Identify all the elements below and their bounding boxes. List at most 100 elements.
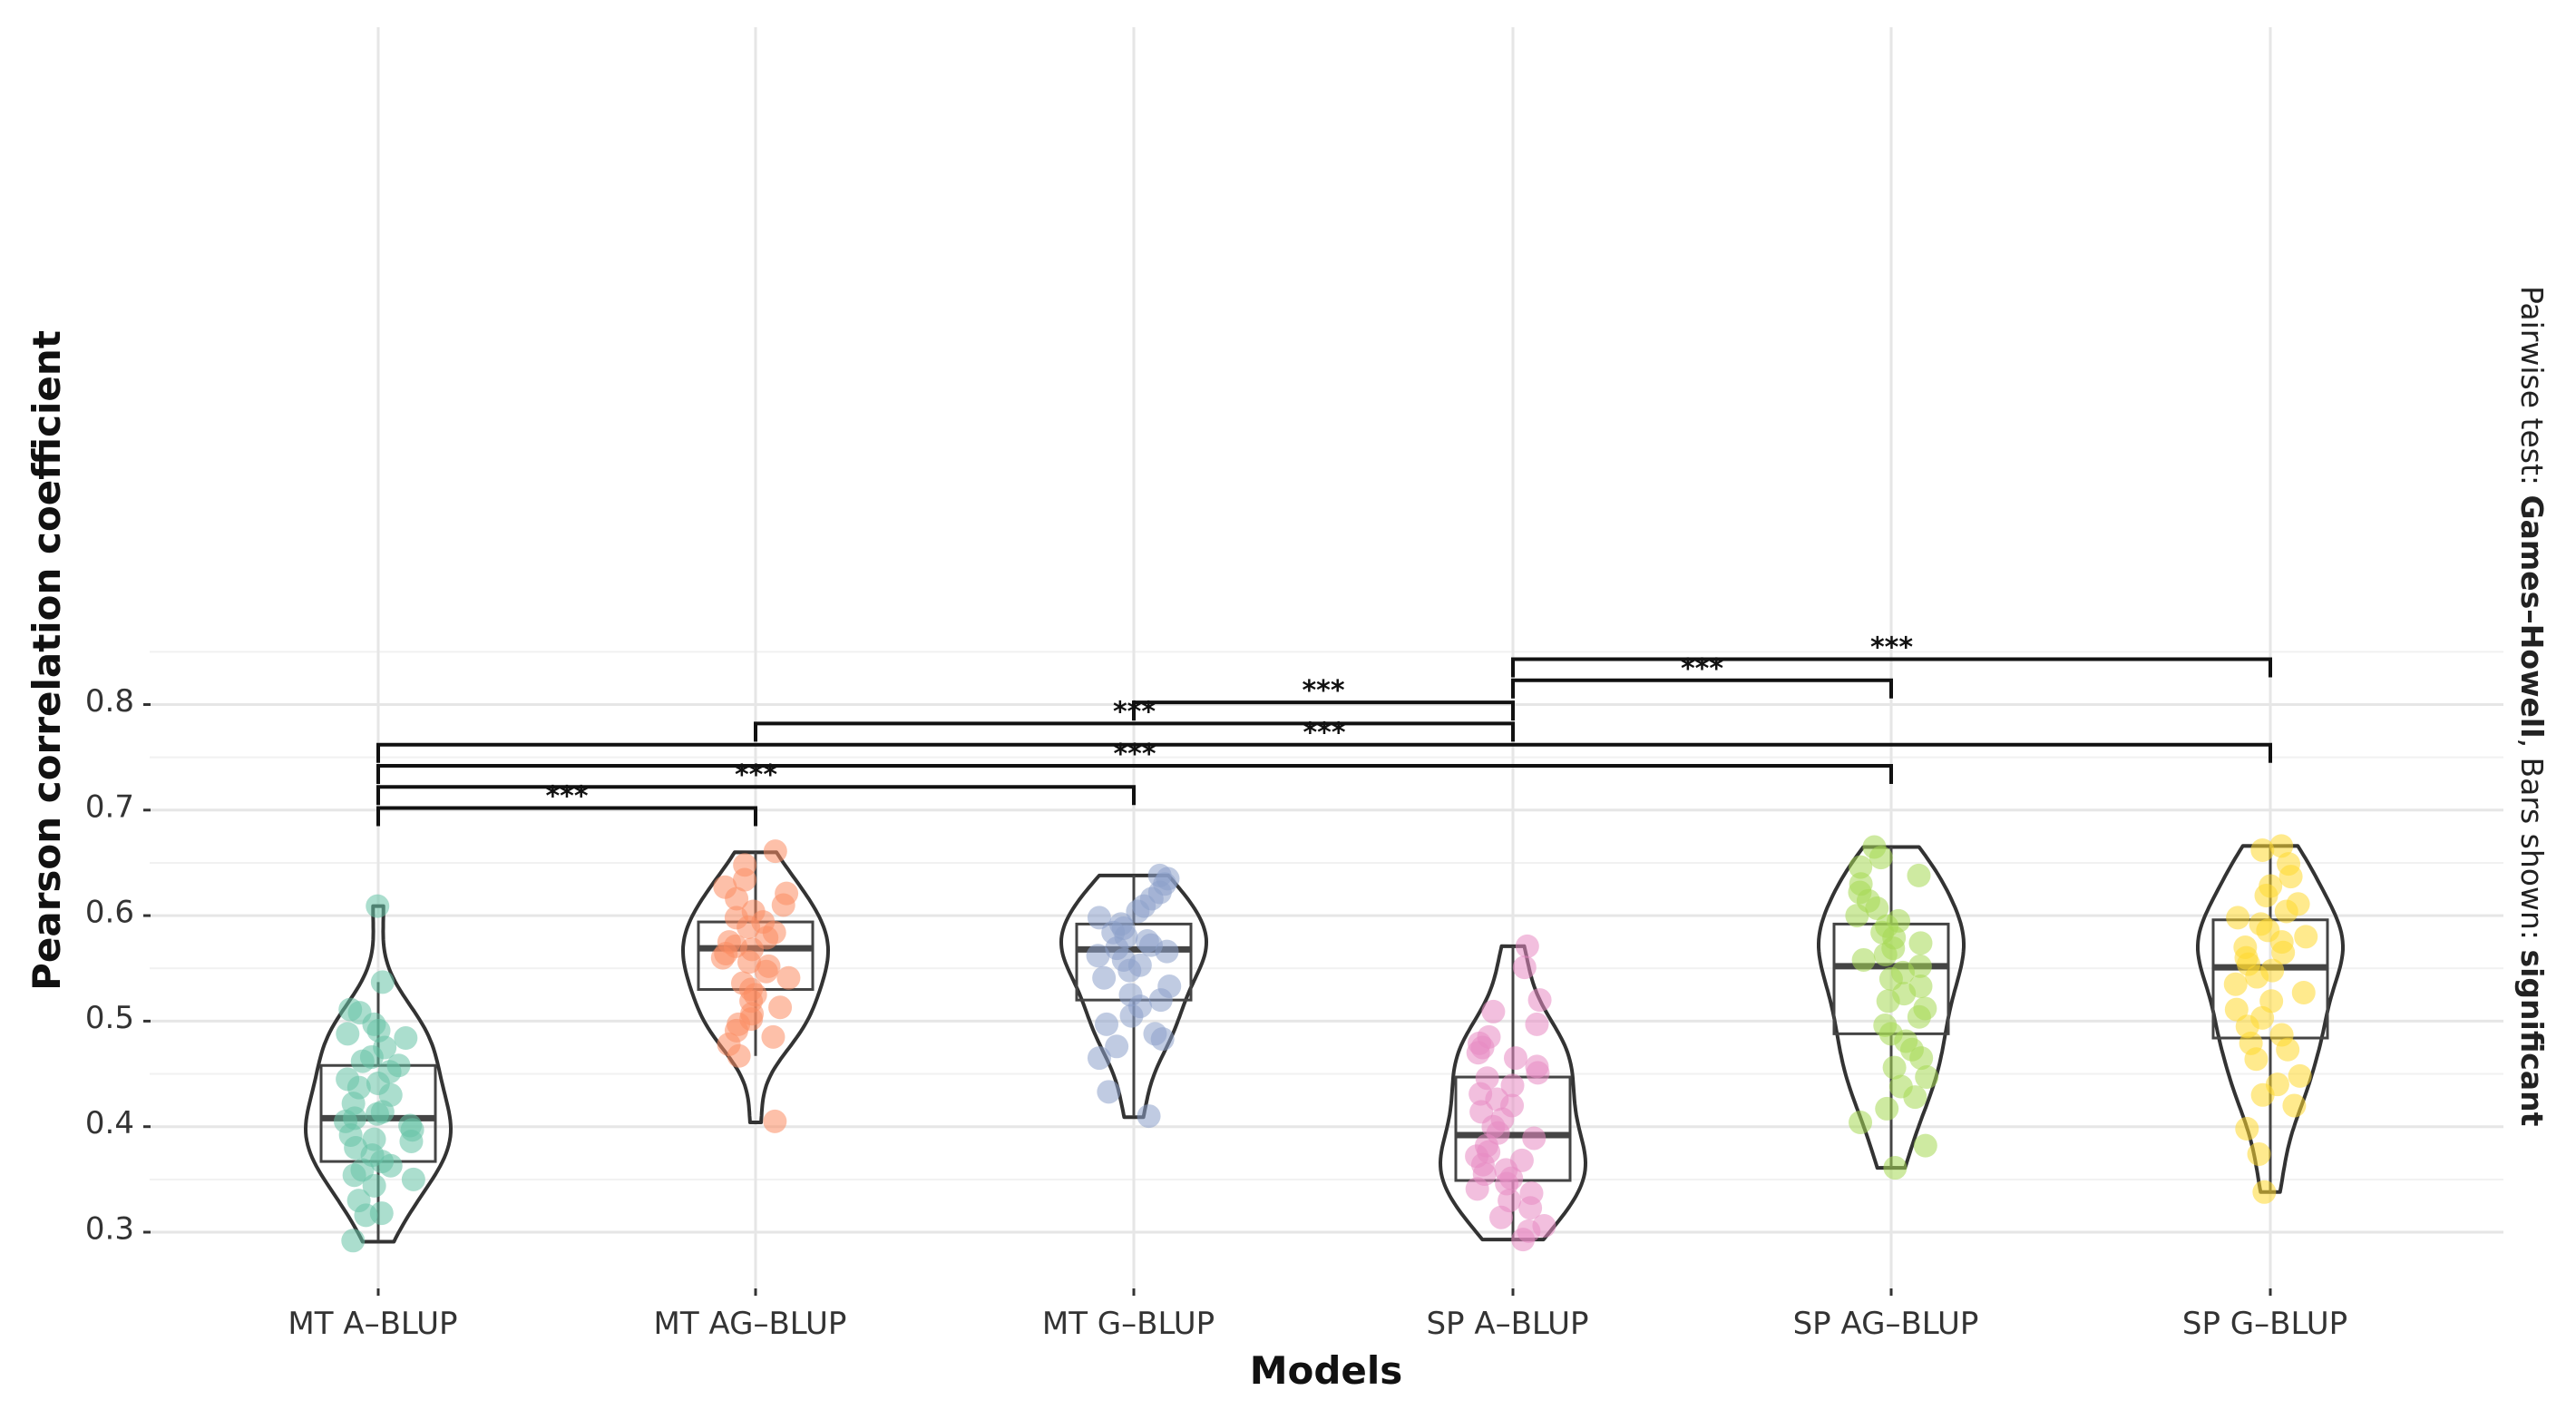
data-point bbox=[336, 1022, 360, 1046]
caption-bars: significant bbox=[2514, 949, 2550, 1126]
data-point bbox=[1913, 1133, 1937, 1158]
data-point bbox=[1105, 1034, 1129, 1059]
y-tick-label: 0.5 bbox=[85, 1000, 134, 1036]
data-point bbox=[1489, 1205, 1514, 1229]
data-point bbox=[1909, 1046, 1934, 1071]
data-point bbox=[370, 970, 395, 994]
significance-bars: ************************ bbox=[376, 632, 2272, 827]
data-point bbox=[1503, 1046, 1527, 1071]
data-point bbox=[761, 1024, 785, 1049]
y-tick-label: 0.4 bbox=[85, 1105, 134, 1141]
data-point bbox=[1117, 958, 1142, 983]
data-point bbox=[2282, 1093, 2307, 1118]
data-point bbox=[2250, 837, 2275, 862]
x-ticks: MT A–BLUP MT AG–BLUP MT G–BLUP SP A–BLUP SP … bbox=[288, 1288, 2347, 1342]
y-axis-title: Pearson correlation coefficient bbox=[24, 330, 69, 991]
data-point bbox=[362, 1173, 386, 1198]
data-point bbox=[1515, 934, 1539, 958]
data-point bbox=[342, 1163, 366, 1188]
data-point bbox=[2245, 965, 2269, 989]
data-point bbox=[1865, 896, 1889, 920]
data-point bbox=[2224, 997, 2249, 1022]
data-point bbox=[341, 1229, 366, 1253]
data-point bbox=[1527, 988, 1552, 1013]
data-point bbox=[763, 839, 787, 864]
data-point bbox=[1526, 1061, 1550, 1085]
data-point bbox=[1903, 1085, 1927, 1110]
data-point bbox=[710, 945, 735, 970]
data-point bbox=[2291, 980, 2316, 1004]
significance-bracket bbox=[376, 806, 757, 827]
data-point bbox=[1907, 1004, 1931, 1029]
significance-label: *** bbox=[1870, 632, 1913, 663]
test-caption: Pairwise test: Games–Howell, Bars shown:… bbox=[2514, 286, 2550, 1127]
data-point bbox=[1873, 943, 1898, 967]
data-point bbox=[365, 1102, 389, 1126]
data-point bbox=[1466, 1041, 1490, 1065]
data-point bbox=[1481, 999, 1506, 1023]
x-axis-title: Models bbox=[1250, 1348, 1403, 1393]
data-point bbox=[399, 1129, 424, 1153]
data-point bbox=[1465, 1177, 1489, 1201]
data-point bbox=[2294, 925, 2318, 949]
data-point bbox=[1875, 1096, 1899, 1121]
significance-bracket bbox=[1132, 700, 1515, 721]
data-point bbox=[366, 894, 390, 918]
data-point bbox=[2250, 1082, 2275, 1107]
data-point bbox=[1876, 989, 1900, 1014]
data-point bbox=[1087, 906, 1111, 930]
data-point bbox=[1137, 1104, 1161, 1129]
boxplots bbox=[319, 846, 2329, 1241]
data-point bbox=[2288, 1063, 2312, 1088]
data-point bbox=[2269, 834, 2294, 858]
data-point bbox=[1869, 846, 1893, 870]
y-tick-label: 0.3 bbox=[85, 1211, 134, 1248]
data-point bbox=[2235, 1117, 2259, 1141]
caption-test: Games–Howell bbox=[2514, 495, 2550, 739]
data-point bbox=[401, 1167, 425, 1191]
data-point bbox=[1086, 944, 1110, 968]
data-point bbox=[1525, 1012, 1549, 1036]
significance-bracket bbox=[1511, 678, 1893, 699]
significance-label: *** bbox=[1302, 675, 1344, 707]
data-point bbox=[1915, 1065, 1939, 1090]
data-point bbox=[2278, 865, 2303, 889]
y-tick-label: 0.6 bbox=[85, 895, 134, 931]
significance-bracket bbox=[376, 785, 1136, 806]
data-point bbox=[1155, 939, 1179, 964]
data-point bbox=[1126, 899, 1150, 924]
data-point bbox=[754, 959, 778, 984]
data-point bbox=[1511, 1228, 1536, 1252]
significance-bracket bbox=[1511, 657, 2272, 678]
significance-bracket bbox=[376, 763, 1893, 784]
data-point bbox=[1150, 1027, 1175, 1052]
data-point bbox=[727, 1043, 751, 1068]
data-point bbox=[1883, 1156, 1908, 1180]
x-tick-label: MT G–BLUP bbox=[1042, 1306, 1215, 1342]
data-point bbox=[2254, 884, 2278, 908]
x-tick-label: SP G–BLUP bbox=[2182, 1306, 2347, 1342]
data-point bbox=[771, 893, 795, 917]
data-point bbox=[1512, 955, 1537, 980]
data-point bbox=[1518, 1196, 1543, 1220]
data-point bbox=[1500, 1073, 1525, 1098]
data-point bbox=[1119, 1004, 1144, 1028]
y-tick-label: 0.8 bbox=[85, 683, 134, 720]
data-point bbox=[1849, 1111, 1873, 1135]
data-point bbox=[1087, 1046, 1111, 1071]
x-tick-label: SP AG–BLUP bbox=[1793, 1306, 1979, 1342]
data-point bbox=[378, 1153, 403, 1178]
data-point bbox=[1148, 988, 1173, 1013]
data-point bbox=[1851, 947, 1876, 972]
data-point bbox=[1908, 931, 1933, 955]
data-point bbox=[2276, 1037, 2300, 1062]
data-point bbox=[2244, 1047, 2269, 1072]
data-point bbox=[2247, 1141, 2271, 1166]
data-point bbox=[1907, 863, 1931, 887]
data-point bbox=[350, 1049, 375, 1073]
data-point bbox=[1849, 855, 1873, 879]
x-tick-label: MT AG–BLUP bbox=[654, 1306, 847, 1342]
data-point bbox=[2271, 940, 2296, 965]
caption-prefix: Pairwise test: bbox=[2514, 286, 2550, 495]
caption-middle: , Bars shown: bbox=[2514, 739, 2550, 950]
